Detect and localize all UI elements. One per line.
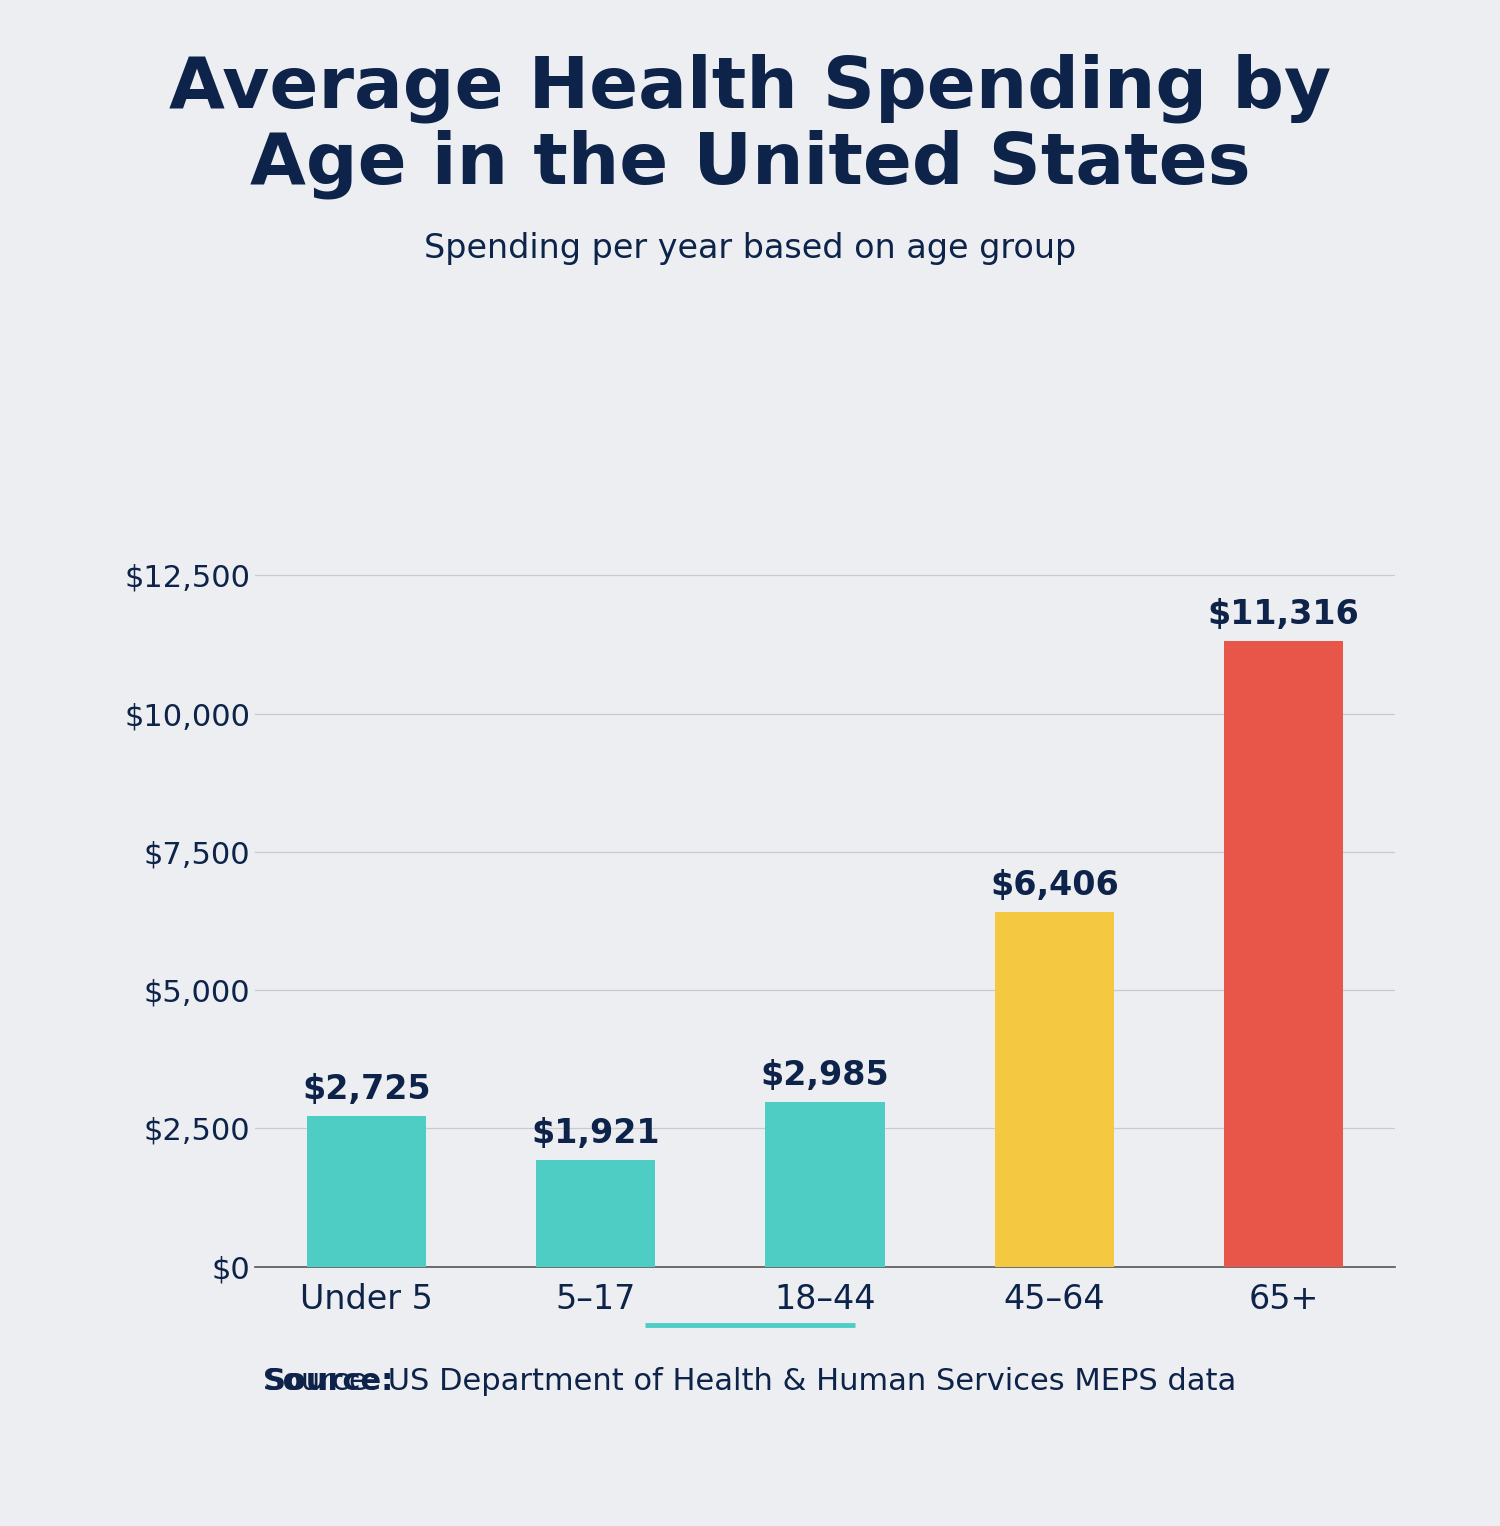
Text: $2,985: $2,985 — [760, 1059, 890, 1091]
Text: Spending per year based on age group: Spending per year based on age group — [424, 232, 1076, 266]
Text: Source:: Source: — [264, 1366, 393, 1396]
Text: $2,725: $2,725 — [302, 1073, 430, 1106]
Bar — [308, 1116, 426, 1267]
Text: $6,406: $6,406 — [990, 870, 1119, 902]
Text: Age in the United States: Age in the United States — [249, 130, 1251, 200]
Text: Source: US Department of Health & Human Services MEPS data: Source: US Department of Health & Human … — [264, 1366, 1236, 1396]
Bar — [994, 913, 1114, 1267]
Text: Average Health Spending by: Average Health Spending by — [170, 53, 1330, 124]
Text: $1,921: $1,921 — [531, 1117, 660, 1151]
Text: $11,316: $11,316 — [1208, 598, 1359, 630]
Bar — [536, 1160, 656, 1267]
Bar — [765, 1102, 885, 1267]
Bar — [1224, 641, 1342, 1267]
